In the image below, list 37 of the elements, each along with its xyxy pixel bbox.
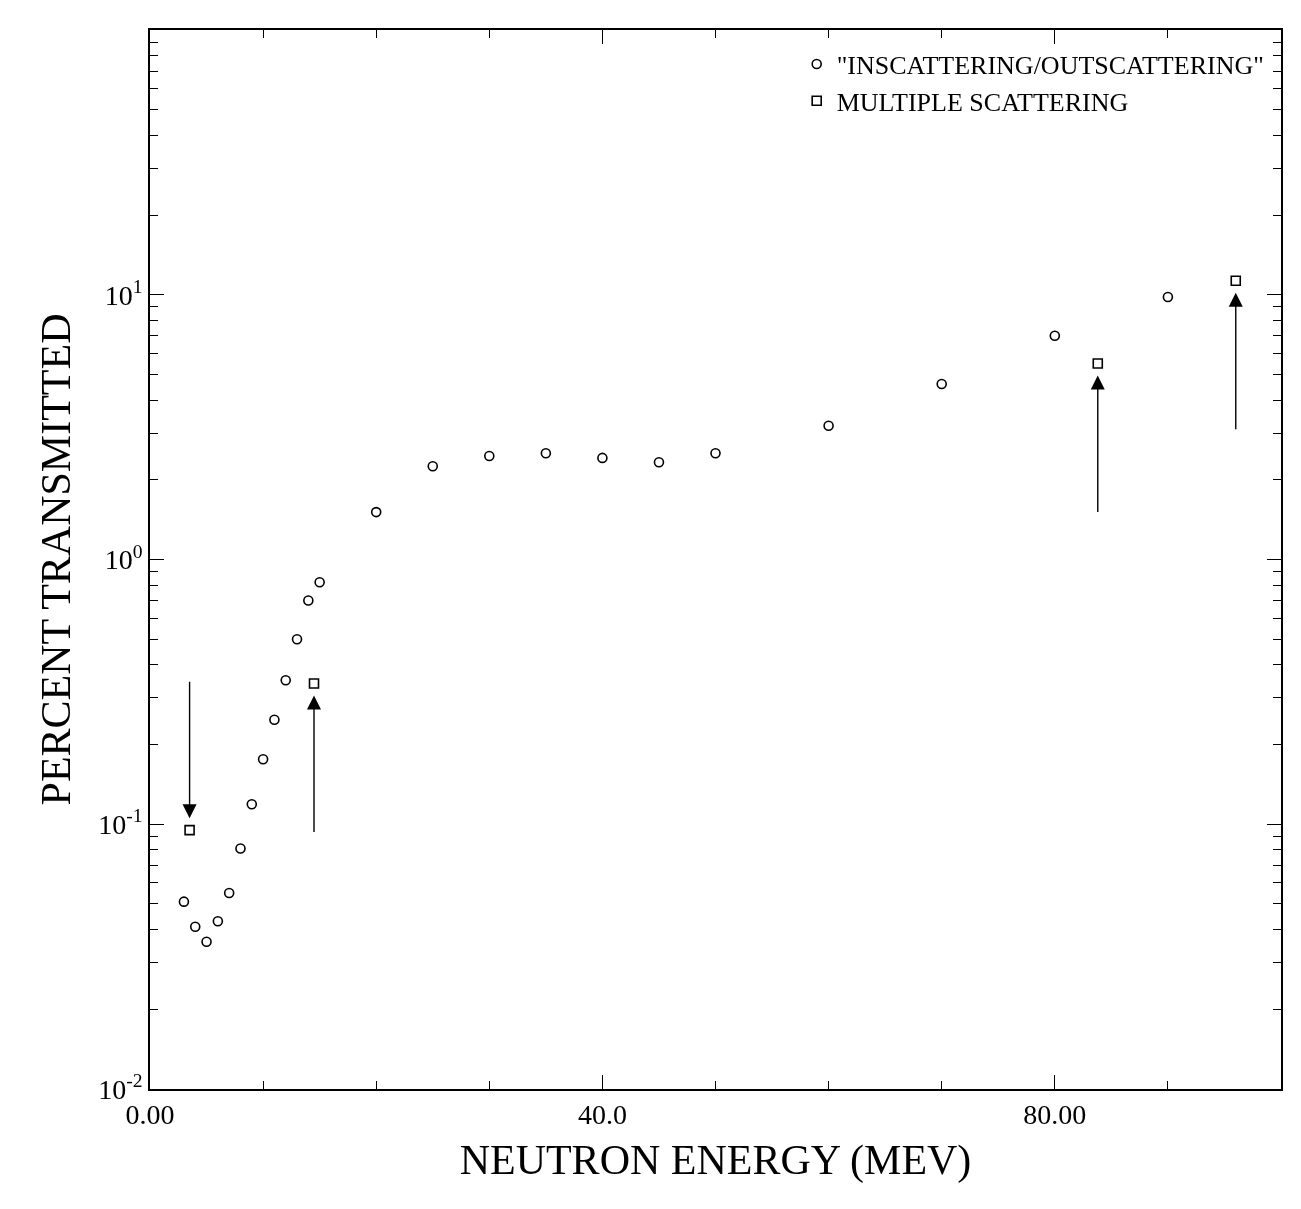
point (597, 452, 608, 464)
point (189, 921, 201, 933)
point (540, 447, 552, 459)
point (710, 447, 721, 459)
x-axis-title: NEUTRON ENERGY (MEV) (459, 1136, 972, 1184)
point (370, 506, 382, 518)
legend-label: "INSCATTERING/OUTSCATTERING" (836, 51, 1264, 81)
x-tick-label: 40.0 (577, 1099, 627, 1131)
x-tick-label: 80.00 (1023, 1099, 1087, 1131)
point (223, 887, 235, 899)
point (269, 714, 280, 726)
point (823, 420, 834, 432)
point (212, 915, 224, 927)
point (1162, 291, 1174, 303)
point (235, 843, 246, 854)
point (1092, 358, 1104, 369)
point (314, 577, 325, 588)
legend-label: MULTIPLE SCATTERING (836, 87, 1129, 117)
point (280, 674, 292, 686)
point (178, 896, 190, 907)
point (257, 753, 269, 765)
point (184, 824, 195, 836)
point (936, 378, 947, 390)
point (291, 633, 303, 645)
point (246, 798, 258, 810)
point (427, 460, 439, 472)
point (653, 456, 665, 468)
y-axis-title: PERCENT TRANSMITTED (32, 313, 79, 806)
point (303, 595, 314, 606)
y-tick-label: 10$^{0}$ (104, 540, 143, 576)
point (1049, 330, 1061, 342)
point (201, 936, 212, 948)
y-tick-label: 10$^{1}$ (104, 275, 143, 311)
point (484, 450, 495, 462)
point (1230, 275, 1242, 286)
y-tick-label: 10$^{-1}$ (98, 805, 143, 841)
point (308, 678, 320, 689)
